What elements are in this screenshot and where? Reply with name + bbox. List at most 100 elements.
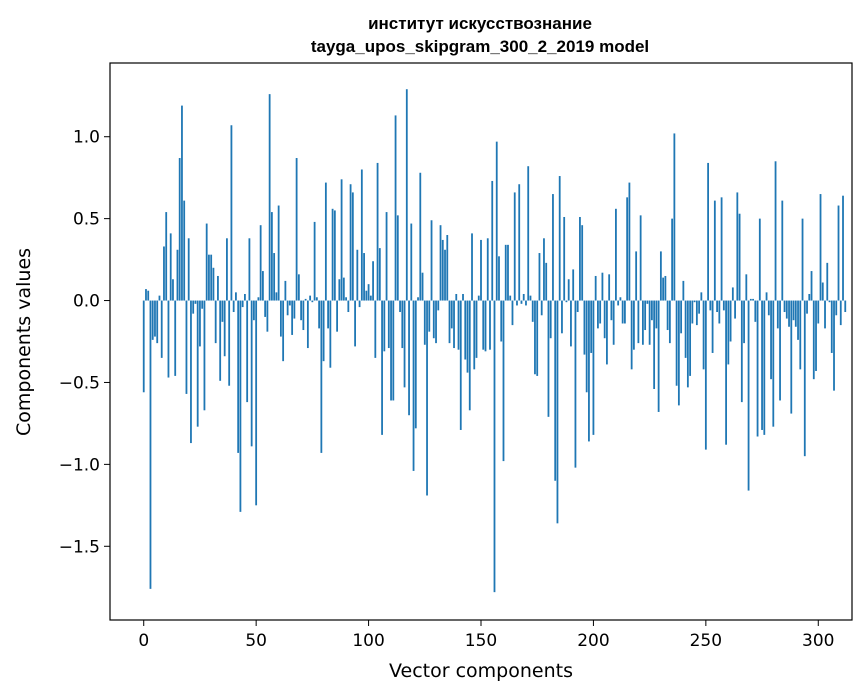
bar [345, 297, 347, 301]
bar [239, 300, 242, 512]
bar [677, 300, 680, 406]
bar [439, 225, 442, 301]
bar [837, 205, 840, 301]
bar [210, 254, 213, 301]
bar [529, 295, 532, 301]
bar [219, 300, 222, 381]
bar [410, 223, 413, 301]
bar [765, 292, 768, 301]
bar [194, 300, 197, 304]
bar [601, 272, 604, 301]
plot-frame [109, 62, 853, 621]
bar [641, 300, 644, 345]
bar [648, 300, 651, 345]
bar [255, 300, 258, 506]
bar [475, 300, 478, 358]
bar [237, 300, 240, 453]
bar [617, 300, 620, 306]
bar [599, 300, 602, 324]
bar [174, 300, 177, 376]
bar [394, 115, 397, 301]
bar [806, 300, 808, 314]
bar [279, 300, 282, 337]
bar [630, 300, 633, 370]
bar [689, 300, 692, 376]
bar [264, 300, 267, 317]
bar [740, 300, 743, 403]
y-axis-label: Components values [13, 248, 35, 436]
bar [659, 251, 662, 301]
bar [522, 293, 525, 301]
bar [612, 300, 615, 345]
bar [653, 300, 656, 389]
bar [520, 300, 523, 304]
bar [610, 300, 613, 321]
bar [756, 300, 759, 437]
bar [473, 300, 476, 370]
bar [232, 300, 235, 313]
bar [145, 289, 147, 301]
bar [203, 300, 206, 411]
bar [277, 205, 280, 301]
bar [621, 300, 624, 324]
bar [754, 300, 757, 322]
bar [788, 300, 790, 327]
bar [324, 182, 327, 301]
bar [302, 300, 305, 331]
bar [268, 94, 271, 301]
bar [446, 235, 449, 301]
bar [668, 300, 671, 344]
bar [691, 300, 694, 324]
bar [608, 274, 611, 301]
bar [657, 300, 660, 412]
bar [151, 300, 154, 340]
x-axis-ticks: 0 50 100 150 200 250 300 [138, 620, 834, 651]
bar [367, 284, 370, 301]
bar [205, 223, 208, 301]
bar [464, 300, 467, 360]
x-tick-label: 0 [138, 631, 149, 651]
bar [830, 300, 833, 353]
bar [666, 300, 669, 331]
bar [776, 300, 779, 329]
bar [480, 239, 482, 301]
bar [360, 169, 363, 301]
bar [417, 297, 419, 301]
bar [711, 300, 714, 353]
x-tick-label: 150 [465, 631, 497, 651]
bar [244, 293, 246, 301]
bar [444, 249, 446, 301]
bar [594, 275, 597, 301]
bar [563, 216, 566, 301]
x-tick-label: 300 [802, 631, 834, 651]
bar [217, 275, 219, 301]
bar [558, 176, 561, 301]
bar [235, 292, 237, 301]
bar [354, 300, 356, 347]
bar [693, 300, 696, 303]
bar [286, 300, 289, 316]
bar [318, 300, 321, 329]
bar [304, 298, 307, 301]
bar [540, 300, 543, 316]
bar [655, 300, 658, 329]
bar [187, 238, 190, 301]
bar [745, 274, 748, 301]
bar [650, 300, 653, 321]
bar [387, 300, 390, 349]
bar [833, 300, 835, 391]
bar [309, 295, 312, 301]
bar [403, 300, 406, 388]
bar [340, 179, 343, 301]
bar [686, 300, 689, 388]
bar [327, 300, 329, 329]
bar [248, 238, 251, 301]
y-tick-label: −1.0 [59, 455, 100, 475]
bar [165, 212, 168, 301]
bar [817, 300, 820, 324]
y-tick-label: 0.0 [73, 292, 100, 312]
bar [376, 162, 379, 301]
bar [662, 277, 665, 301]
bar [581, 225, 584, 301]
